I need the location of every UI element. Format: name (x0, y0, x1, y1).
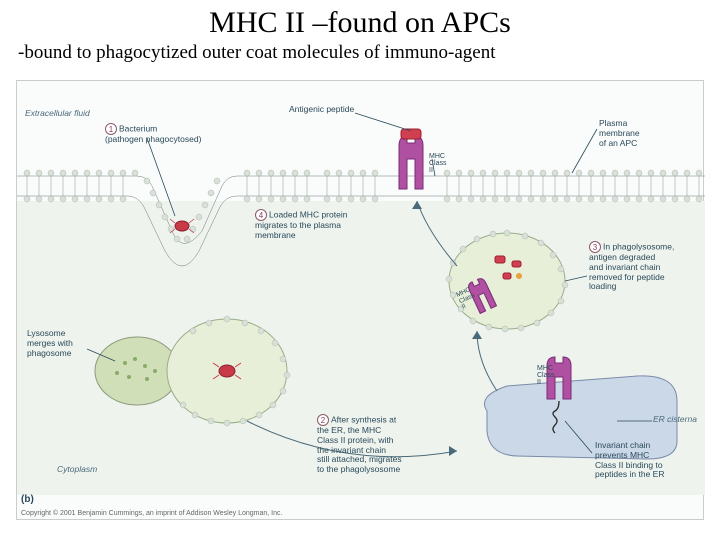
page-subtitle: -bound to phagocytized outer coat molecu… (0, 40, 720, 64)
diagram-panel: Extracellular fluid 1Bacterium (pathogen… (16, 80, 704, 520)
label-lysosome: Lysosome merges with phagosome (27, 329, 73, 358)
label-cytoplasm: Cytoplasm (57, 465, 97, 475)
mhc-on-membrane (399, 129, 423, 189)
label-phagolysosome: 3In phagolysosome, antigen degraded and … (589, 241, 674, 292)
label-extracellular: Extracellular fluid (25, 109, 90, 119)
label-loaded-mhc: 4Loaded MHC protein migrates to the plas… (255, 209, 347, 241)
label-mhc-er: MHC Class II (537, 365, 555, 386)
label-er-cisterna: ER cisterna (653, 415, 697, 425)
label-bacterium: 1Bacterium (pathogen phagocytosed) (105, 123, 201, 145)
label-mhc-top: MHC Class II (429, 153, 447, 174)
label-invariant: Invariant chain prevents MHC Class II bi… (595, 441, 664, 480)
label-after-synth: 2After synthesis at the ER, the MHC Clas… (317, 414, 402, 475)
page-title: MHC II –found on APCs (0, 0, 720, 40)
copyright-text: Copyright © 2001 Benjamin Cummings, an i… (21, 510, 282, 517)
panel-letter: (b) (21, 494, 34, 505)
label-plasma-membrane: Plasma membrane of an APC (599, 119, 640, 148)
label-antigenic: Antigenic peptide (289, 105, 354, 115)
